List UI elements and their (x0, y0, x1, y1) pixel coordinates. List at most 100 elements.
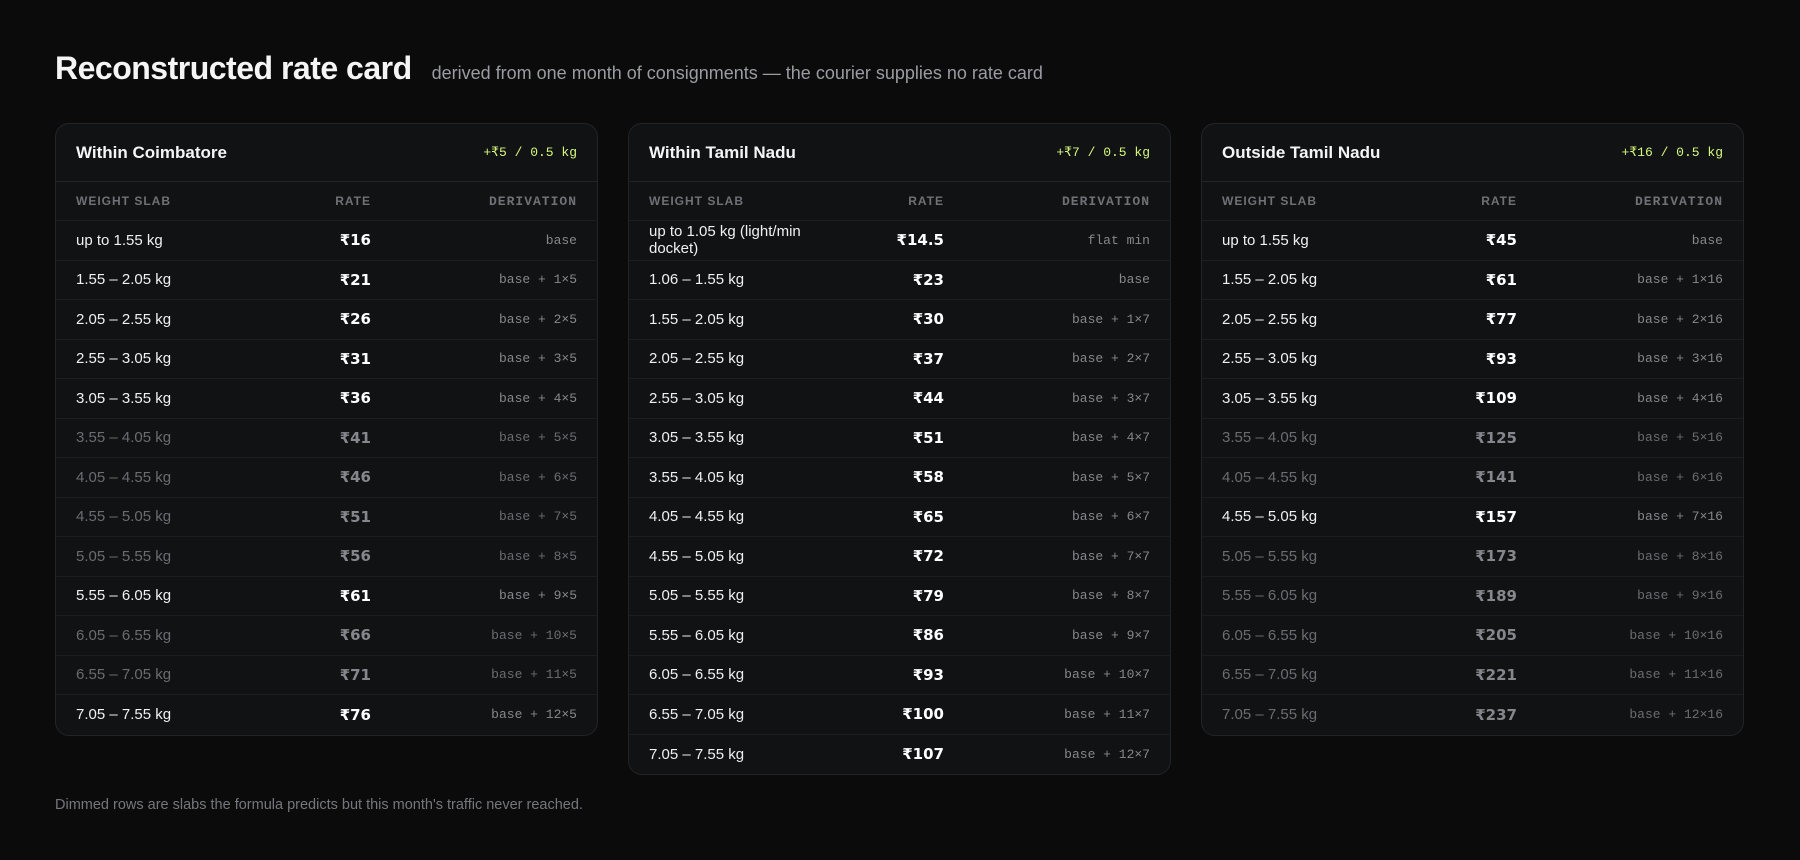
derivation: base + 4×7 (1071, 430, 1150, 446)
weight-slab: 2.05 – 2.55 kg (649, 350, 745, 368)
table-row: 4.05 – 4.55 kg ₹141 base + 6×16 (1202, 458, 1743, 498)
derivation: base + 7×16 (1637, 509, 1723, 525)
card-title: Within Coimbatore (76, 142, 227, 162)
weight-slab: 6.05 – 6.55 kg (1222, 626, 1318, 644)
rate: ₹79 (912, 586, 944, 605)
weight-slab: 2.55 – 3.05 kg (76, 350, 172, 368)
weight-slab: 5.05 – 5.55 kg (649, 587, 745, 605)
weight-slab: 2.55 – 3.05 kg (1222, 350, 1318, 368)
column-header: WEIGHT SLAB (1222, 194, 1317, 208)
weight-slab: 7.05 – 7.55 kg (1222, 706, 1318, 724)
rate: ₹173 (1475, 547, 1517, 566)
derivation: base + 10×7 (1064, 667, 1150, 683)
rate: ₹66 (339, 626, 371, 645)
table-row: 4.55 – 5.05 kg ₹51 base + 7×5 (56, 498, 597, 537)
column-header: RATE (908, 194, 944, 208)
table-row: 1.06 – 1.55 kg ₹23 base (629, 261, 1170, 300)
rate-card: Within Tamil Nadu +₹7 / 0.5 kg WEIGHT SLAB… (628, 123, 1171, 775)
derivation: base + 2×16 (1637, 311, 1723, 327)
rate: ₹26 (339, 310, 371, 329)
table-row: 3.55 – 4.05 kg ₹58 base + 5×7 (629, 458, 1170, 498)
table-row: 1.55 – 2.05 kg ₹21 base + 1×5 (56, 261, 597, 300)
rate: ₹141 (1475, 468, 1517, 487)
rate: ₹157 (1475, 507, 1517, 526)
derivation: base + 8×5 (498, 548, 577, 564)
rate: ₹72 (912, 547, 944, 566)
derivation: flat min (1087, 232, 1150, 248)
weight-slab: 6.05 – 6.55 kg (76, 626, 172, 644)
weight-slab: up to 1.55 kg (1222, 231, 1309, 249)
derivation: base + 10×16 (1629, 627, 1723, 643)
rate: ₹51 (912, 428, 944, 447)
rate: ₹189 (1475, 586, 1517, 605)
weight-slab: 5.55 – 6.05 kg (649, 626, 745, 644)
card-list: Within Coimbatore +₹5 / 0.5 kg WEIGHT SLAB… (55, 123, 1744, 775)
table-row: 2.55 – 3.05 kg ₹93 base + 3×16 (1202, 340, 1743, 379)
derivation: base + 5×16 (1637, 430, 1723, 446)
derivation: base + 8×16 (1637, 548, 1723, 564)
increment: +₹16 / 0.5 kg (1621, 145, 1723, 160)
weight-slab: 3.55 – 4.05 kg (76, 429, 172, 447)
rate: ₹65 (912, 507, 944, 526)
weight-slab: 7.05 – 7.55 kg (76, 706, 172, 724)
rate: ₹16 (339, 231, 371, 250)
derivation: base + 6×5 (498, 469, 577, 485)
derivation: base + 6×16 (1637, 469, 1723, 485)
rate: ₹56 (339, 547, 371, 566)
page-title: Reconstructed rate card (55, 50, 412, 86)
weight-slab: 5.05 – 5.55 kg (76, 547, 172, 565)
derivation: base + 2×7 (1071, 351, 1150, 367)
table-row: 3.05 – 3.55 kg ₹109 base + 4×16 (1202, 379, 1743, 419)
column-header-row: WEIGHT SLAB RATE DERIVATION (629, 182, 1170, 221)
rate: ₹36 (339, 389, 371, 408)
derivation: base + 9×16 (1637, 588, 1723, 604)
rate: ₹100 (902, 705, 944, 724)
weight-slab: 6.05 – 6.55 kg (649, 666, 745, 684)
weight-slab: 3.55 – 4.05 kg (649, 468, 745, 486)
weight-slab: up to 1.05 kg (light/min docket) (649, 223, 801, 258)
derivation: base + 12×5 (491, 707, 577, 723)
rate: ₹58 (912, 468, 944, 487)
weight-slab: 1.55 – 2.05 kg (1222, 271, 1318, 289)
column-header: WEIGHT SLAB (649, 194, 744, 208)
column-header: DERIVATION (488, 193, 577, 209)
derivation: base + 3×7 (1071, 390, 1150, 406)
table-row: 6.55 – 7.05 kg ₹71 base + 11×5 (56, 656, 597, 695)
weight-slab: 2.05 – 2.55 kg (1222, 310, 1318, 328)
table-row: 3.55 – 4.05 kg ₹41 base + 5×5 (56, 419, 597, 458)
rate: ₹37 (912, 349, 944, 368)
derivation: base + 9×5 (498, 588, 577, 604)
page-subtitle: derived from one month of consignments —… (431, 63, 1043, 83)
table-row: 6.05 – 6.55 kg ₹66 base + 10×5 (56, 616, 597, 656)
derivation: base + 3×5 (498, 351, 577, 367)
table-row: 5.05 – 5.55 kg ₹173 base + 8×16 (1202, 537, 1743, 577)
table-row: 4.05 – 4.55 kg ₹46 base + 6×5 (56, 458, 597, 498)
rate: ₹93 (1485, 349, 1517, 368)
derivation: base + 3×16 (1637, 351, 1723, 367)
derivation: base + 1×16 (1637, 272, 1723, 288)
rate: ₹125 (1475, 428, 1517, 447)
table-row: 3.55 – 4.05 kg ₹125 base + 5×16 (1202, 419, 1743, 458)
table-row: 4.55 – 5.05 kg ₹157 base + 7×16 (1202, 498, 1743, 537)
rate: ₹237 (1475, 705, 1517, 724)
table-row: 2.05 – 2.55 kg ₹77 base + 2×16 (1202, 300, 1743, 340)
table-row: up to 1.05 kg (light/min docket) ₹14.5 fla… (629, 221, 1170, 261)
weight-slab: 4.55 – 5.05 kg (1222, 508, 1318, 526)
rate: ₹221 (1475, 665, 1517, 684)
weight-slab: 6.55 – 7.05 kg (76, 666, 172, 684)
rate: ₹51 (339, 507, 371, 526)
weight-slab: 4.55 – 5.05 kg (649, 547, 745, 565)
card-title: Outside Tamil Nadu (1222, 142, 1381, 162)
rate: ₹71 (339, 665, 371, 684)
table-row: 7.05 – 7.55 kg ₹107 base + 12×7 (629, 735, 1170, 775)
column-header: WEIGHT SLAB (76, 194, 171, 208)
increment: +₹5 / 0.5 kg (483, 145, 577, 160)
table-row: 1.55 – 2.05 kg ₹30 base + 1×7 (629, 300, 1170, 340)
rate: ₹77 (1485, 310, 1517, 329)
weight-slab: 1.55 – 2.05 kg (649, 310, 745, 328)
table-row: 6.55 – 7.05 kg ₹100 base + 11×7 (629, 695, 1170, 735)
rate-card: Outside Tamil Nadu +₹16 / 0.5 kg WEIGHT SL… (1201, 123, 1744, 736)
card-header: Within Coimbatore +₹5 / 0.5 kg (56, 124, 597, 182)
column-header: DERIVATION (1634, 193, 1723, 209)
